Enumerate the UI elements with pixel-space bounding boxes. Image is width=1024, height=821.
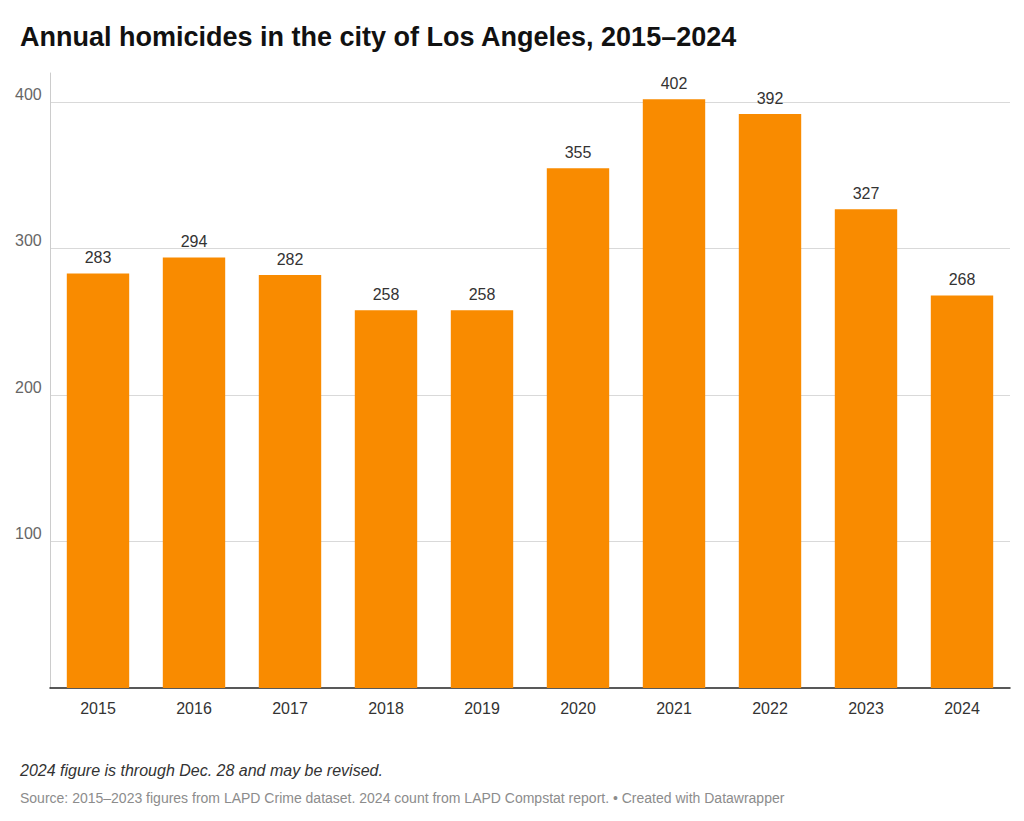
svg-text:282: 282: [277, 251, 304, 268]
svg-text:2021: 2021: [656, 700, 692, 717]
svg-text:283: 283: [85, 249, 112, 266]
svg-text:2019: 2019: [464, 700, 500, 717]
svg-text:258: 258: [373, 286, 400, 303]
svg-text:Source: 2015–2023 figures from: Source: 2015–2023 figures from LAPD Crim…: [20, 790, 785, 806]
svg-text:2020: 2020: [560, 700, 596, 717]
svg-text:355: 355: [565, 144, 592, 161]
svg-text:2023: 2023: [848, 700, 884, 717]
svg-text:268: 268: [949, 271, 976, 288]
svg-text:327: 327: [853, 185, 880, 202]
svg-text:2022: 2022: [752, 700, 788, 717]
svg-text:2015: 2015: [80, 700, 116, 717]
svg-text:Annual homicides in the city o: Annual homicides in the city of Los Ange…: [20, 22, 736, 52]
svg-text:100: 100: [15, 525, 42, 542]
svg-text:294: 294: [181, 233, 208, 250]
svg-text:400: 400: [15, 86, 42, 103]
svg-text:402: 402: [661, 75, 688, 92]
svg-text:2018: 2018: [368, 700, 404, 717]
svg-text:2024 figure is through Dec. 28: 2024 figure is through Dec. 28 and may b…: [19, 762, 383, 779]
svg-text:2024: 2024: [944, 700, 980, 717]
svg-text:300: 300: [15, 232, 42, 249]
svg-text:200: 200: [15, 379, 42, 396]
svg-text:2016: 2016: [176, 700, 212, 717]
svg-text:2017: 2017: [272, 700, 308, 717]
svg-text:392: 392: [757, 90, 784, 107]
svg-text:258: 258: [469, 286, 496, 303]
